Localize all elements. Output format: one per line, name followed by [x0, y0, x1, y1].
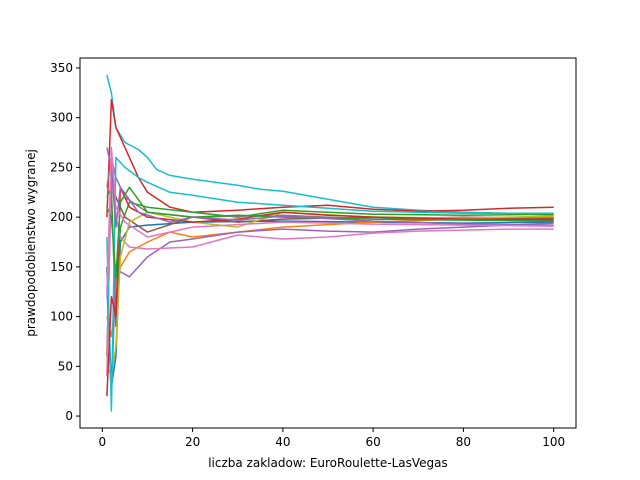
x-tick-label: 60 — [365, 435, 380, 449]
series-line-13 — [106, 186, 554, 278]
series-line-8 — [106, 156, 554, 377]
x-tick-label: 20 — [185, 435, 200, 449]
x-tick-label: 0 — [99, 435, 107, 449]
y-axis-label: prawdopodobienstwo wygranej — [24, 149, 38, 337]
x-axis-label: liczba zakladow: EuroRoulette-LasVegas — [208, 456, 448, 470]
x-tick-label: 80 — [456, 435, 471, 449]
y-tick-label: 50 — [58, 359, 73, 373]
series-line-12 — [106, 186, 554, 397]
series-line-14 — [106, 147, 554, 228]
plot-lines — [106, 74, 554, 412]
series-line-11 — [106, 156, 554, 412]
y-tick-label: 300 — [50, 111, 73, 125]
series-line-1 — [106, 74, 554, 216]
y-tick-label: 200 — [50, 210, 73, 224]
x-tick-label: 100 — [542, 435, 565, 449]
y-tick-label: 350 — [50, 61, 73, 75]
series-line-15 — [106, 146, 554, 297]
y-tick-label: 150 — [50, 260, 73, 274]
y-tick-label: 0 — [65, 409, 73, 423]
y-tick-label: 250 — [50, 160, 73, 174]
y-axis-ticks: 0 50 100 150 200 250 300 350 — [50, 61, 80, 423]
series-line-5 — [106, 186, 554, 328]
y-tick-label: 100 — [50, 310, 73, 324]
plot-area-frame — [79, 57, 577, 429]
x-axis-ticks: 0 20 40 60 80 100 — [99, 428, 565, 449]
x-tick-label: 40 — [275, 435, 290, 449]
series-line-2 — [106, 99, 554, 218]
